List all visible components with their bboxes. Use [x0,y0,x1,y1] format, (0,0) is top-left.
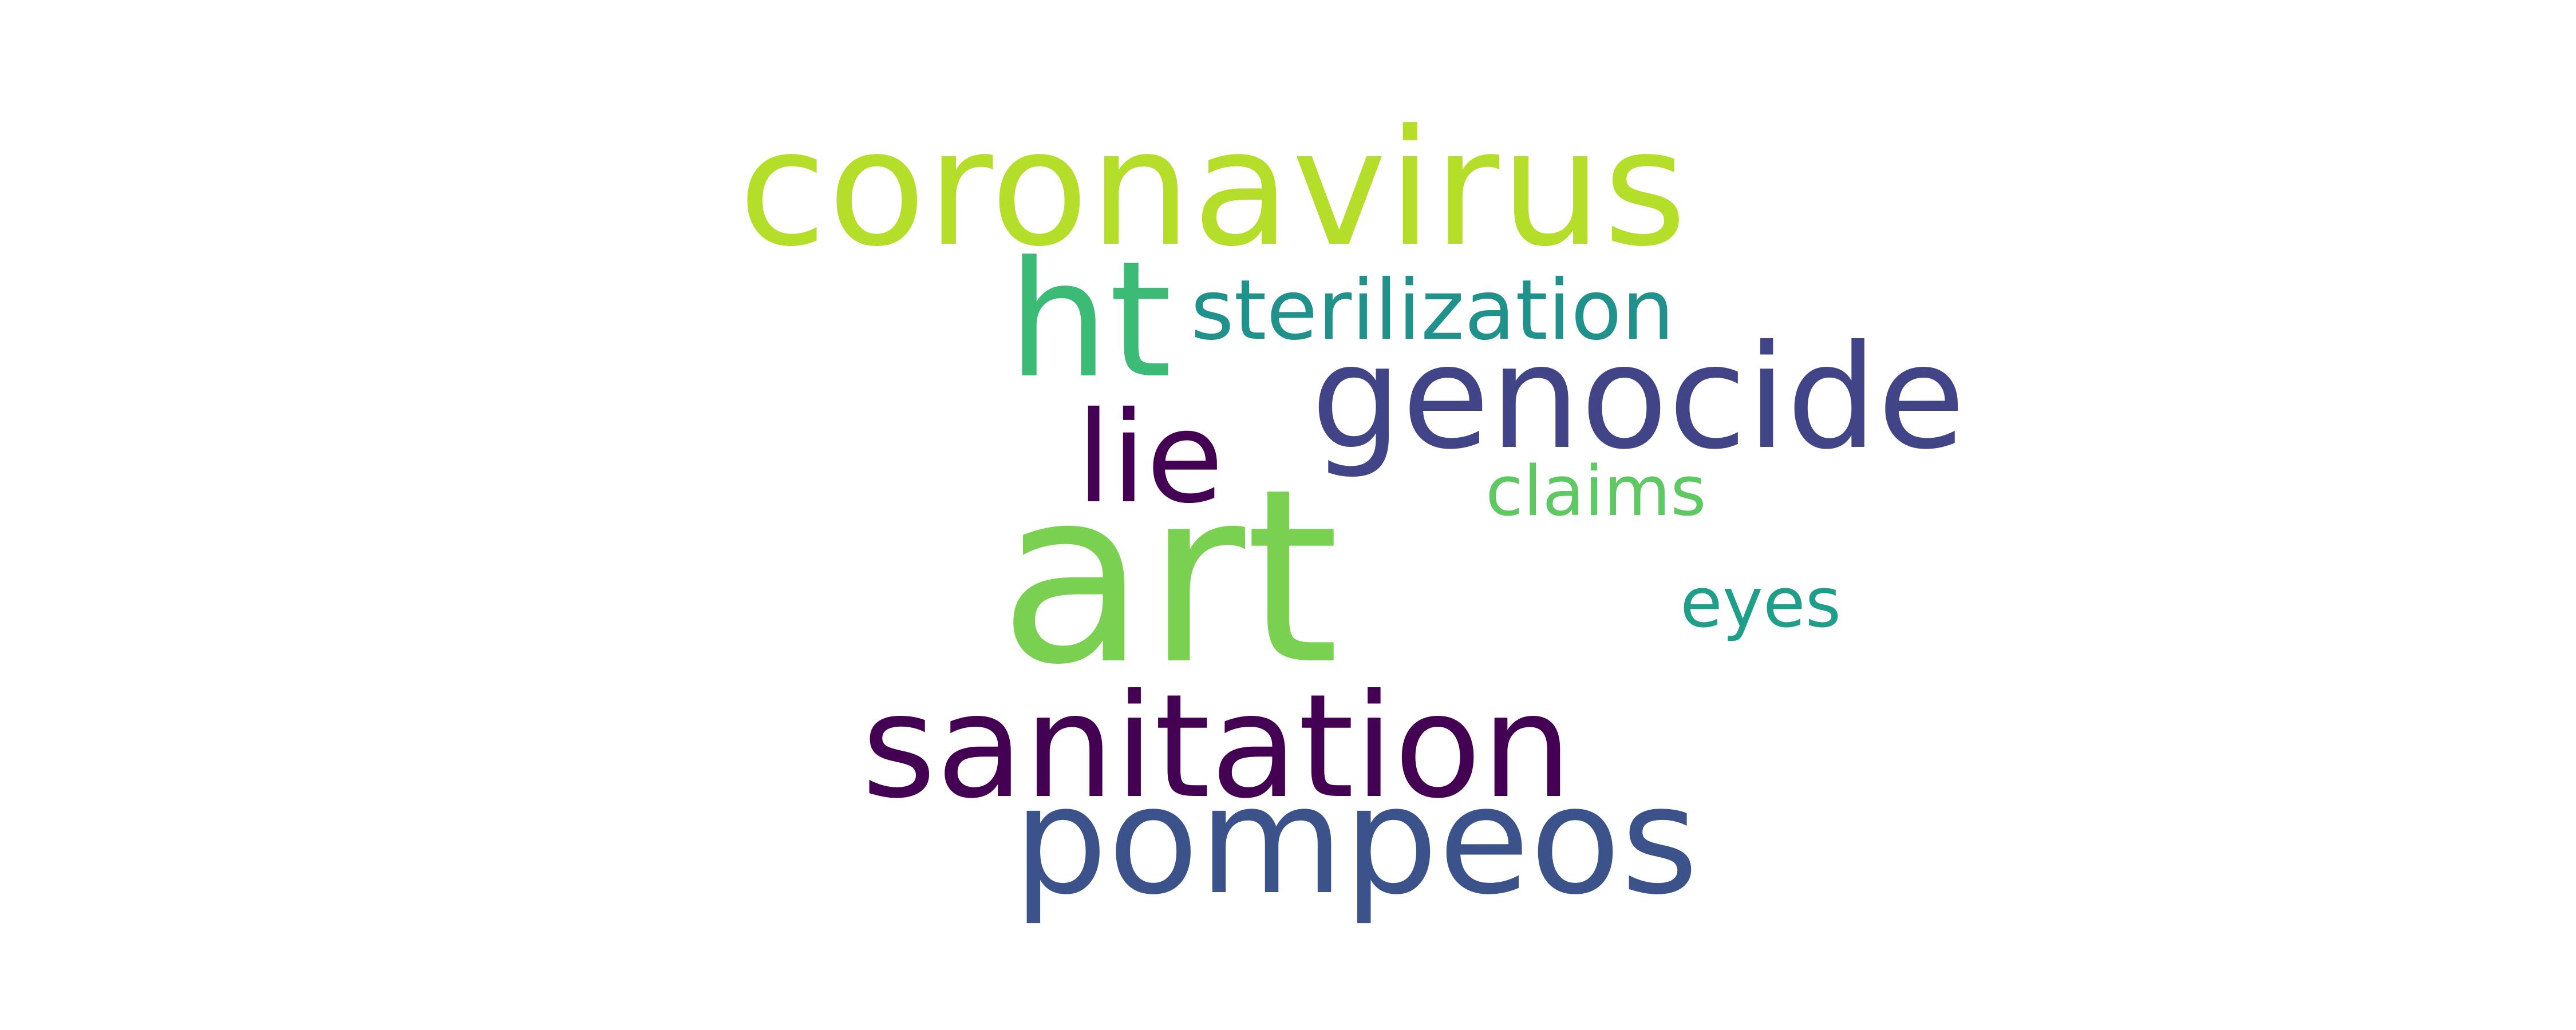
word-sanitation: sanitation [862,663,1573,830]
word-art: art [999,438,1340,718]
word-coronavirus: coronavirus [738,96,1688,282]
word-claims: claims [1485,452,1706,532]
word-ht: ht [1008,227,1172,414]
word-pompeos: pompeos [1013,755,1698,928]
word-genocide: genocide [1311,314,1966,481]
word-lie: lie [1076,385,1224,531]
word-eyes: eyes [1680,564,1842,643]
word-sterilization: sterilization [1191,262,1674,359]
